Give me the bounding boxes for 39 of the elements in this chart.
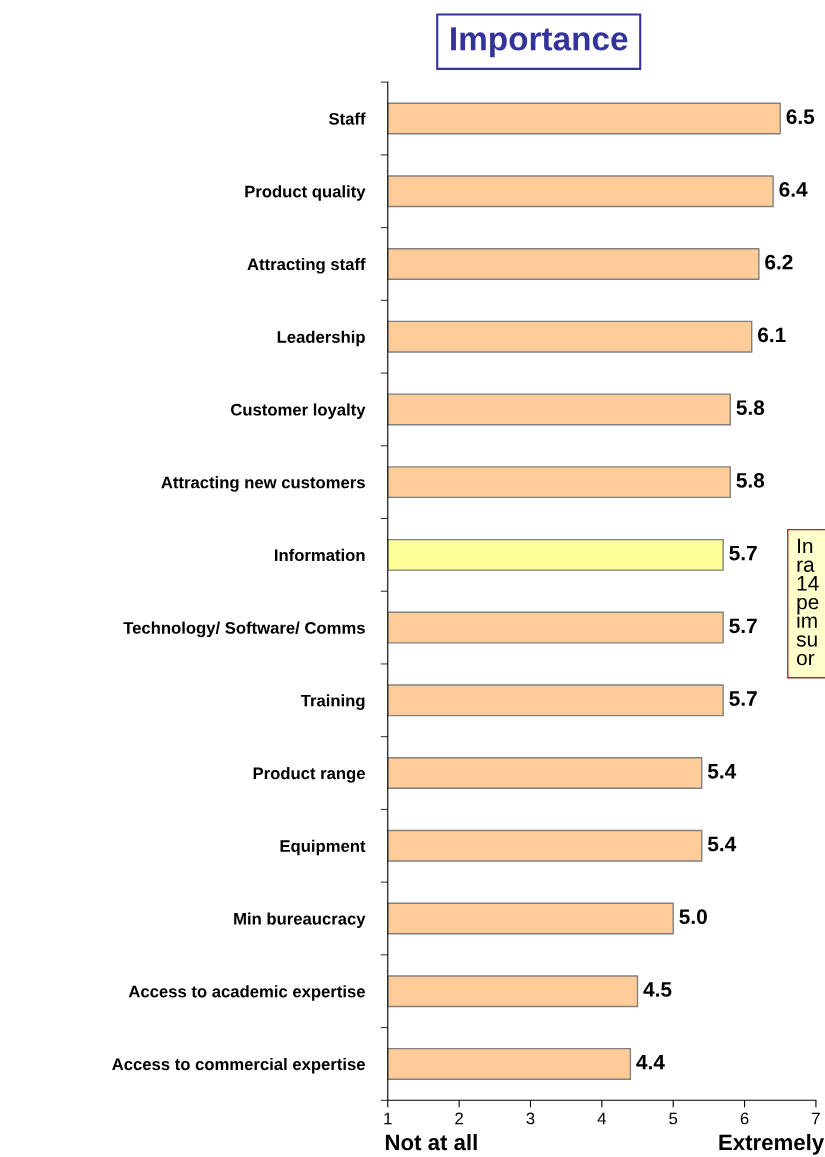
y-tick-label: Training — [300, 694, 365, 710]
data-label: 5.0 — [679, 909, 707, 925]
y-tick-label: Product quality — [245, 185, 366, 201]
data-label: 6.1 — [758, 327, 786, 343]
data-label: 5.4 — [707, 764, 737, 779]
x-tick-label: 3 — [526, 1112, 535, 1125]
y-tick-label: Staff — [328, 112, 366, 125]
x-tick-label: 5 — [669, 1112, 678, 1125]
y-tick-label: Attracting new customers — [161, 476, 365, 492]
y-tick-label: Access to commercial expertise — [112, 1057, 365, 1074]
data-label: 6.4 — [779, 182, 808, 197]
y-tick-label: Information — [274, 548, 365, 562]
y-tick-label: Min bureaucracy — [234, 912, 366, 928]
x-tick-label: 2 — [455, 1112, 463, 1125]
data-label: 6.2 — [765, 254, 793, 270]
x-tick-label: 4 — [597, 1112, 606, 1125]
x-tick-label: 7 — [812, 1112, 820, 1125]
x-tick-label: 1 — [384, 1112, 392, 1125]
y-tick-label: Product range — [253, 767, 365, 783]
text: Extremely — [719, 1133, 825, 1155]
data-label: 5.8 — [736, 400, 765, 416]
data-label: 4.4 — [636, 1055, 665, 1070]
y-tick-label: Technology/ Software/ Comms — [123, 621, 365, 638]
annotation: In ra 14 pe im su or — [796, 538, 819, 666]
data-label: 5.7 — [729, 691, 757, 706]
data-label: 5.4 — [707, 836, 737, 852]
y-tick-label: Leadership — [277, 330, 365, 347]
y-tick-label: Access to academic expertise — [128, 985, 365, 1001]
data-label: 5.7 — [729, 618, 757, 634]
data-label: 5.7 — [729, 545, 757, 561]
chart-title: Importance — [451, 27, 628, 58]
data-label: 5.8 — [736, 472, 765, 488]
y-tick-label: Equipment — [280, 839, 366, 856]
text: Not at all — [385, 1133, 477, 1151]
x-tick-label: 6 — [740, 1112, 749, 1125]
y-tick-label: Customer loyalty — [231, 403, 366, 419]
data-label: 6.5 — [786, 109, 815, 125]
y-tick-label: Attracting staff — [247, 257, 366, 274]
data-label: 4.5 — [643, 982, 672, 997]
